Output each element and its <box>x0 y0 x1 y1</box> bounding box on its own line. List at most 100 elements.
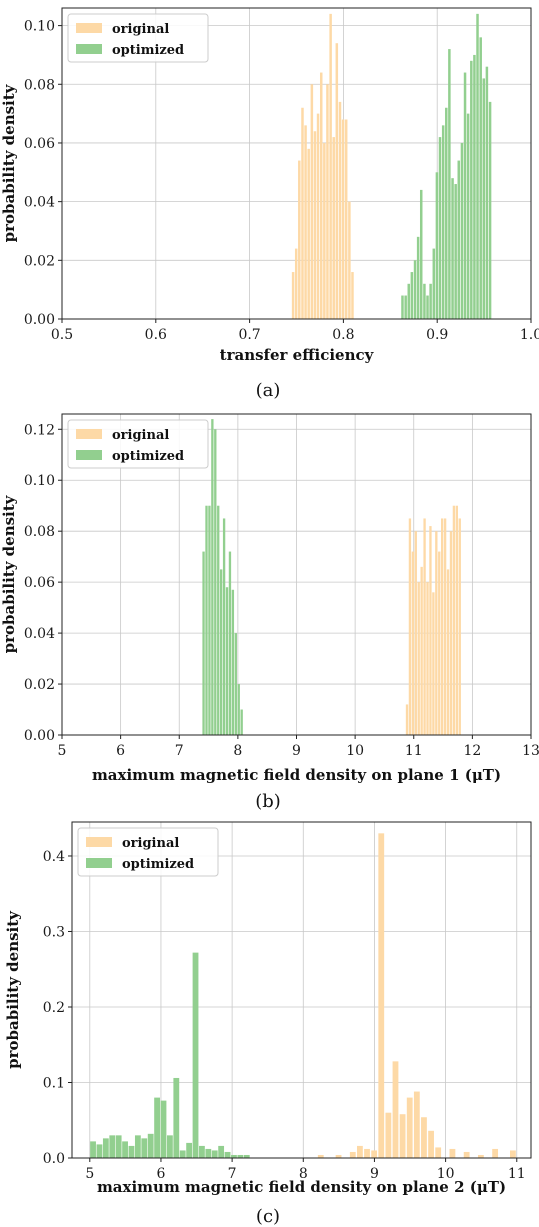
x-tick-label: 9 <box>292 743 301 759</box>
original-legend-label: original <box>112 22 169 37</box>
optimized-legend-label: optimized <box>112 449 184 464</box>
original-bar <box>429 526 432 735</box>
original-bar <box>310 84 314 319</box>
original-bar <box>332 137 335 319</box>
original-bar <box>364 1148 370 1158</box>
original-bar <box>423 518 426 735</box>
original-legend-swatch <box>86 837 112 847</box>
original-bar <box>449 531 453 735</box>
y-tick-label: 0.00 <box>24 312 55 328</box>
optimized-bar <box>231 1154 237 1158</box>
panel-caption: (c) <box>256 1206 280 1227</box>
y-tick-label: 0.08 <box>24 524 55 540</box>
original-bar <box>351 272 354 319</box>
original-bar <box>449 1148 456 1158</box>
original-bar <box>348 201 351 319</box>
original-bar <box>326 84 329 319</box>
original-bar <box>349 1151 356 1158</box>
optimized-bar <box>217 505 220 735</box>
optimized-bar <box>413 260 417 319</box>
y-axis-label: probability density <box>0 494 18 653</box>
optimized-legend-label: optimized <box>122 857 194 872</box>
original-bar <box>319 72 323 319</box>
x-tick-label: 0.6 <box>145 327 167 343</box>
y-tick-label: 0.2 <box>43 1000 65 1016</box>
original-bar <box>307 148 310 319</box>
optimized-bar <box>225 587 229 735</box>
original-bar <box>408 518 412 735</box>
optimized-bar <box>234 633 237 735</box>
optimized-bar <box>134 1135 141 1158</box>
optimized-bar <box>240 709 243 735</box>
original-bar <box>455 505 458 735</box>
optimized-bar <box>222 518 226 735</box>
optimized-bar <box>205 1148 212 1158</box>
original-legend-label: original <box>122 836 179 851</box>
optimized-bar <box>211 1150 218 1158</box>
optimized-bar <box>202 551 205 735</box>
optimized-bar <box>90 1141 96 1158</box>
x-axis-label: maximum magnetic field density on plane … <box>97 1178 506 1196</box>
optimized-bar <box>208 505 211 735</box>
optimized-bar <box>160 1100 167 1158</box>
optimized-legend-swatch <box>86 858 112 868</box>
original-bar <box>385 1112 392 1158</box>
optimized-bar <box>441 125 445 319</box>
optimized-bar <box>141 1138 148 1158</box>
optimized-bar <box>485 66 489 319</box>
original-legend-swatch <box>76 23 102 33</box>
optimized-bar <box>192 952 199 1158</box>
x-tick-label: 0.7 <box>238 327 260 343</box>
y-tick-label: 0.04 <box>24 195 55 211</box>
optimized-bar <box>186 1142 193 1158</box>
optimized-bar <box>466 113 470 319</box>
chart-panel-a: 0.5 0.6 0.7 0.8 0.9 1.0 0.00 0.02 0.04 0.06 0.08 0.… <box>0 7 539 401</box>
x-tick-label: 12 <box>463 743 481 759</box>
x-tick-label: 6 <box>116 743 125 759</box>
original-bar <box>463 1151 470 1158</box>
optimized-bar <box>445 107 448 319</box>
original-bar <box>435 1147 442 1158</box>
optimized-bar <box>438 137 442 319</box>
x-tick-label: 8 <box>299 1166 308 1182</box>
legend-box <box>77 827 219 877</box>
y-tick-label: 0.3 <box>43 924 65 940</box>
original-bar <box>414 531 417 735</box>
optimized-bar <box>218 1145 225 1158</box>
optimized-bar <box>167 1135 173 1158</box>
y-tick-label: 0.0 <box>43 1151 65 1167</box>
optimized-bar <box>205 505 208 735</box>
optimized-bar <box>410 272 414 319</box>
optimized-bar <box>404 295 407 319</box>
original-bar <box>378 833 385 1158</box>
optimized-bar <box>199 1145 205 1158</box>
original-bar <box>301 107 304 319</box>
optimized-bar <box>122 1141 128 1158</box>
optimized-bar <box>154 1097 160 1158</box>
original-bar <box>304 125 307 319</box>
optimized-bar <box>460 142 464 319</box>
original-bar <box>413 1091 420 1158</box>
x-tick-label: 9 <box>370 1166 379 1182</box>
x-tick-label: 5 <box>85 1166 94 1182</box>
optimized-bar <box>115 1135 122 1158</box>
original-bar <box>446 569 450 735</box>
optimized-bar <box>419 189 423 319</box>
x-tick-label: 11 <box>508 1166 526 1182</box>
original-bar <box>411 551 415 735</box>
optimized-bar <box>147 1133 154 1158</box>
y-tick-label: 0.12 <box>24 422 55 438</box>
original-bar <box>341 119 345 319</box>
x-tick-label: 11 <box>405 743 423 759</box>
original-bar <box>435 531 438 735</box>
original-bar <box>458 518 461 735</box>
original-bar <box>420 566 423 735</box>
original-bar <box>443 518 447 735</box>
x-tick-label: 8 <box>233 743 242 759</box>
original-bar <box>294 248 298 319</box>
y-tick-label: 0.02 <box>24 253 55 269</box>
original-bar <box>335 1154 342 1158</box>
original-bar <box>405 704 409 735</box>
original-bar <box>421 1117 427 1158</box>
